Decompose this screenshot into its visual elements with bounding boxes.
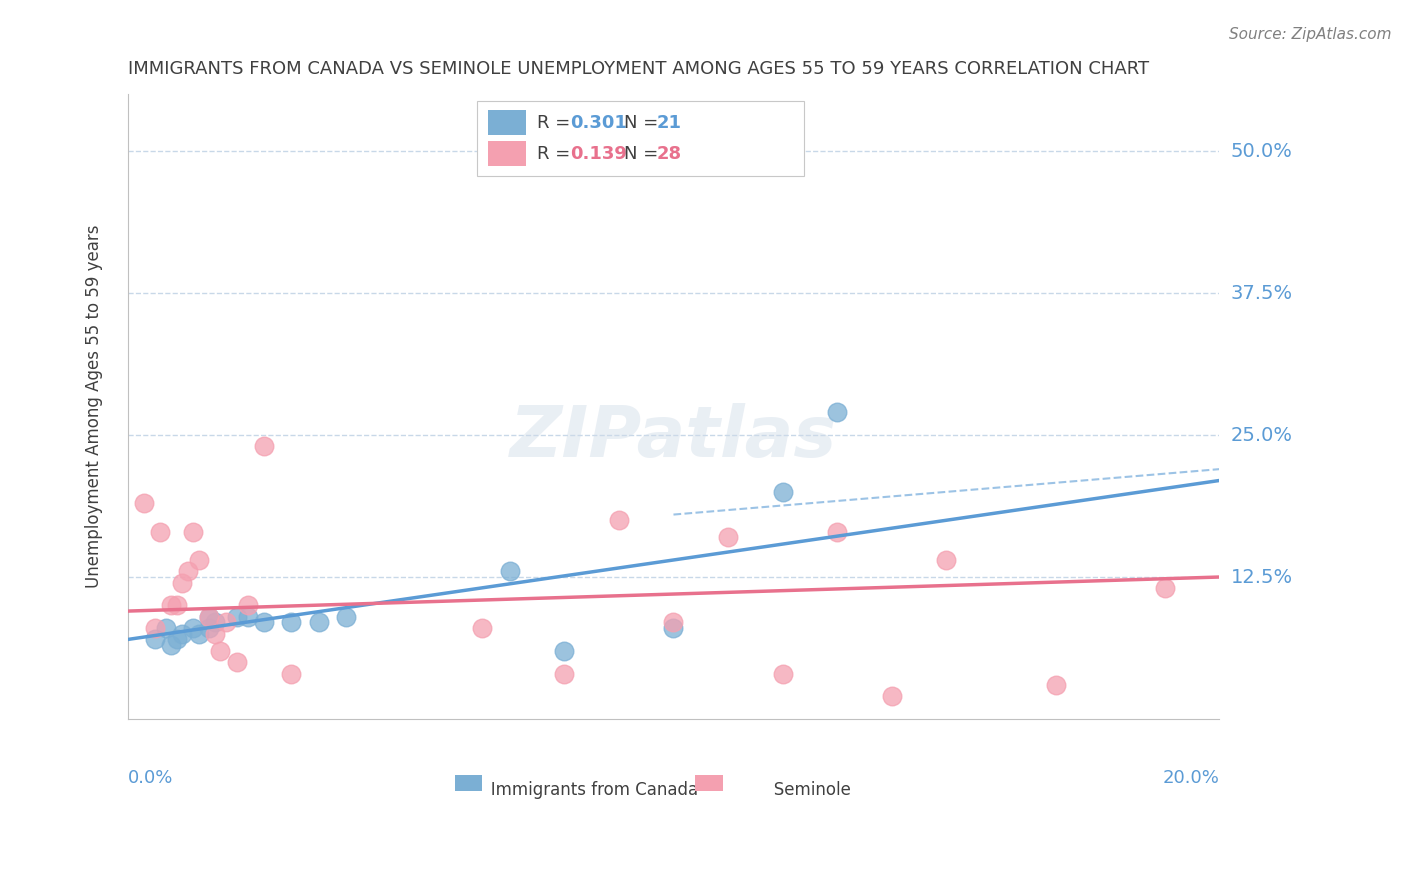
Point [187,553,209,567]
Text: 50.0%: 50.0% [1230,142,1292,161]
Point [236,599,259,613]
Text: 21: 21 [657,113,682,131]
FancyBboxPatch shape [488,110,526,135]
Point [662,615,685,630]
Text: 28: 28 [657,145,682,162]
Point [499,565,522,579]
Point [160,599,183,613]
Text: Immigrants from Canada: Immigrants from Canada [475,781,697,799]
Point [280,615,302,630]
Point [607,513,630,527]
Point [143,632,166,647]
Text: 37.5%: 37.5% [1230,284,1292,302]
Text: 0.301: 0.301 [569,113,627,131]
FancyBboxPatch shape [477,101,804,176]
Point [880,690,903,704]
Point [772,484,794,499]
Point [198,621,221,635]
Point [149,524,172,539]
Point [172,575,194,590]
Text: 12.5%: 12.5% [1230,567,1292,587]
Point [253,615,276,630]
Y-axis label: Unemployment Among Ages 55 to 59 years: Unemployment Among Ages 55 to 59 years [86,225,103,589]
Point [471,621,494,635]
Text: Seminole: Seminole [758,781,851,799]
Point [308,615,330,630]
Point [181,524,204,539]
Point [215,615,238,630]
Text: R =: R = [537,145,576,162]
Text: ZIPatlas: ZIPatlas [510,403,837,473]
Point [935,553,957,567]
Point [181,621,204,635]
Point [176,565,198,579]
Point [772,666,794,681]
Point [166,632,188,647]
Point [209,644,232,658]
Text: 0.0%: 0.0% [128,769,173,787]
Text: 25.0%: 25.0% [1230,425,1292,444]
Point [1153,582,1175,596]
Point [132,496,155,510]
Text: N =: N = [624,113,665,131]
Point [553,666,575,681]
Point [204,627,226,641]
FancyBboxPatch shape [456,775,482,791]
Point [166,599,188,613]
Point [225,655,247,669]
Point [1045,678,1067,692]
Point [204,615,226,630]
Point [825,524,848,539]
Point [198,609,221,624]
Point [553,644,575,658]
Text: IMMIGRANTS FROM CANADA VS SEMINOLE UNEMPLOYMENT AMONG AGES 55 TO 59 YEARS CORREL: IMMIGRANTS FROM CANADA VS SEMINOLE UNEMP… [128,60,1149,78]
Point [280,666,302,681]
Text: 20.0%: 20.0% [1163,769,1219,787]
Point [662,621,685,635]
Point [172,627,194,641]
Point [155,621,177,635]
Point [160,638,183,652]
Point [198,609,221,624]
Text: N =: N = [624,145,665,162]
Text: R =: R = [537,113,576,131]
Point [253,439,276,453]
Point [236,609,259,624]
Text: 0.139: 0.139 [569,145,627,162]
Point [187,627,209,641]
Point [225,609,247,624]
Text: Source: ZipAtlas.com: Source: ZipAtlas.com [1229,27,1392,42]
Point [143,621,166,635]
Point [825,405,848,419]
Point [335,609,357,624]
FancyBboxPatch shape [696,775,723,791]
FancyBboxPatch shape [488,141,526,166]
Point [717,530,740,544]
